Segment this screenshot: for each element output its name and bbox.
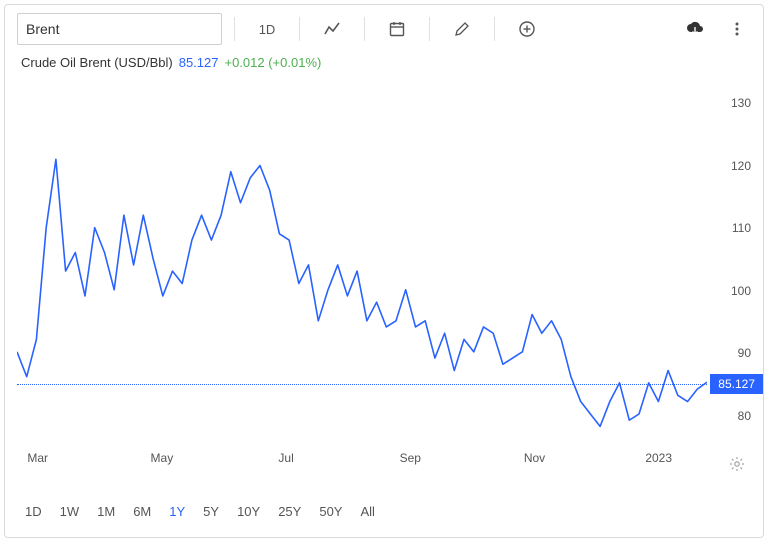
range-1d[interactable]: 1D: [17, 500, 50, 523]
current-price-line: [17, 384, 707, 385]
divider: [299, 17, 300, 41]
x-tick: Nov: [524, 451, 545, 465]
more-icon[interactable]: [723, 13, 751, 45]
x-tick: 2023: [645, 451, 672, 465]
gear-icon[interactable]: [729, 456, 745, 477]
divider: [494, 17, 495, 41]
range-25y[interactable]: 25Y: [270, 500, 309, 523]
range-1w[interactable]: 1W: [52, 500, 88, 523]
y-tick: 80: [738, 409, 751, 423]
chart-panel: 1D Crude Oil Brent (USD/Bbl) 85.127 +0.0…: [4, 4, 764, 538]
y-tick: 120: [731, 159, 751, 173]
price-tag: 85.127: [710, 374, 763, 394]
add-icon[interactable]: [507, 13, 547, 45]
instrument-price: 85.127: [179, 55, 219, 70]
divider: [364, 17, 365, 41]
instrument-name: Crude Oil Brent (USD/Bbl): [21, 55, 173, 70]
chart-type-icon[interactable]: [312, 13, 352, 45]
chart-area[interactable]: [17, 91, 707, 445]
calendar-icon[interactable]: [377, 13, 417, 45]
x-tick: Sep: [400, 451, 421, 465]
divider: [234, 17, 235, 41]
range-selector: 1D1W1M6M1Y5Y10Y25Y50YAll: [17, 500, 383, 523]
range-1y[interactable]: 1Y: [161, 500, 193, 523]
timeframe-button[interactable]: 1D: [247, 13, 287, 45]
x-tick: May: [151, 451, 174, 465]
range-1m[interactable]: 1M: [89, 500, 123, 523]
range-5y[interactable]: 5Y: [195, 500, 227, 523]
y-tick: 90: [738, 346, 751, 360]
x-tick: Jul: [278, 451, 293, 465]
divider: [429, 17, 430, 41]
y-tick: 100: [731, 284, 751, 298]
range-all[interactable]: All: [352, 500, 382, 523]
range-6m[interactable]: 6M: [125, 500, 159, 523]
title-row: Crude Oil Brent (USD/Bbl) 85.127 +0.012 …: [5, 53, 763, 74]
x-axis: Mar May Jul Sep Nov 2023: [17, 451, 707, 475]
search-input[interactable]: [26, 21, 213, 37]
x-tick: Mar: [27, 451, 48, 465]
y-tick: 130: [731, 96, 751, 110]
instrument-change: +0.012 (+0.01%): [224, 55, 321, 70]
search-wrap[interactable]: [17, 13, 222, 45]
y-tick: 110: [732, 221, 751, 235]
cloud-download-icon[interactable]: [675, 13, 715, 45]
pencil-icon[interactable]: [442, 13, 482, 45]
range-50y[interactable]: 50Y: [311, 500, 350, 523]
range-10y[interactable]: 10Y: [229, 500, 268, 523]
toolbar: 1D: [5, 5, 763, 53]
